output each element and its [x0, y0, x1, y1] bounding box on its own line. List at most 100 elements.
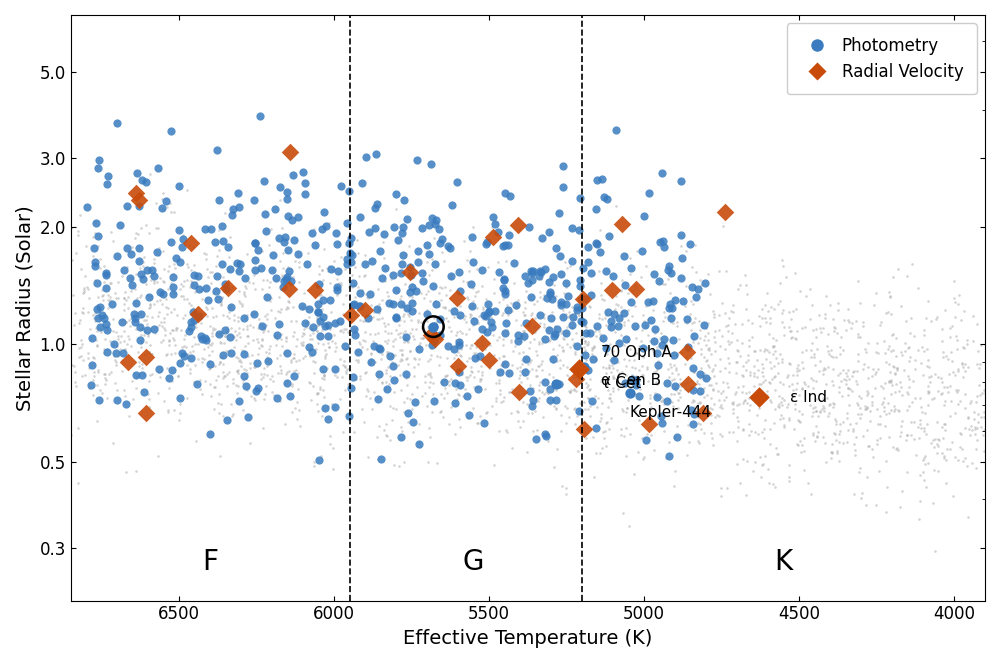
Point: [838, 375, 854, 385]
Point: [703, 349, 719, 359]
Point: [792, 285, 808, 296]
Point: [494, 360, 510, 371]
Point: [373, 353, 389, 364]
Point: [431, 223, 447, 234]
Point: [899, 271, 915, 282]
Point: [149, 322, 165, 333]
Point: [211, 245, 227, 255]
Point: [400, 309, 416, 320]
Point: [707, 345, 723, 356]
Point: [188, 322, 204, 333]
Point: [394, 349, 410, 360]
Point: [272, 182, 288, 192]
Point: [74, 371, 90, 381]
Point: [686, 367, 702, 377]
Point: [656, 333, 672, 344]
Point: [828, 419, 844, 430]
Point: [285, 330, 301, 341]
Point: [150, 162, 166, 173]
Point: [291, 262, 307, 272]
Point: [860, 373, 876, 383]
Point: [233, 361, 249, 371]
Point: [110, 351, 126, 361]
Point: [159, 363, 175, 373]
Point: [946, 292, 962, 303]
Point: [864, 371, 880, 382]
Point: [517, 271, 533, 281]
Point: [653, 328, 669, 338]
Point: [394, 300, 410, 311]
Point: [273, 334, 289, 345]
Point: [742, 369, 758, 380]
Point: [114, 317, 130, 328]
Point: [406, 361, 422, 372]
Point: [878, 408, 894, 419]
Point: [186, 280, 202, 290]
Point: [759, 345, 775, 355]
Point: [608, 125, 624, 135]
Point: [598, 368, 614, 379]
Point: [521, 322, 537, 332]
Point: [421, 249, 437, 259]
Point: [383, 274, 399, 284]
Point: [312, 382, 328, 392]
Point: [576, 361, 592, 372]
Point: [330, 266, 346, 276]
Point: [597, 426, 613, 436]
Point: [309, 326, 325, 336]
Point: [858, 404, 874, 414]
Point: [371, 368, 387, 379]
Point: [968, 397, 984, 408]
Point: [693, 343, 709, 354]
Point: [388, 404, 404, 414]
Point: [53, 308, 69, 319]
Point: [310, 307, 326, 318]
Point: [170, 371, 186, 381]
Point: [925, 498, 941, 509]
Point: [936, 451, 952, 461]
Point: [321, 341, 337, 352]
Point: [681, 437, 697, 448]
Point: [474, 281, 490, 292]
Point: [913, 423, 929, 434]
Point: [938, 477, 954, 488]
Point: [817, 308, 833, 319]
Point: [387, 350, 403, 361]
Point: [626, 285, 642, 296]
Point: [239, 367, 255, 378]
Point: [883, 374, 899, 385]
Point: [386, 460, 402, 471]
Point: [587, 326, 603, 337]
Point: [38, 333, 54, 344]
Point: [873, 381, 889, 391]
Point: [363, 354, 379, 365]
Point: [251, 314, 267, 324]
Point: [551, 208, 567, 218]
Point: [883, 377, 899, 387]
Point: [512, 336, 528, 347]
Point: [397, 278, 413, 289]
Point: [131, 195, 147, 206]
Point: [542, 335, 558, 345]
Point: [901, 400, 917, 411]
Point: [158, 196, 174, 206]
Point: [564, 256, 580, 267]
Point: [426, 233, 442, 243]
Point: [402, 261, 418, 271]
Point: [197, 375, 213, 386]
Point: [880, 306, 896, 317]
Point: [818, 291, 834, 302]
Point: [229, 388, 245, 398]
Point: [770, 368, 786, 379]
Point: [358, 391, 374, 401]
Point: [533, 267, 549, 277]
Point: [310, 320, 326, 330]
Point: [959, 461, 975, 471]
Point: [212, 352, 228, 363]
Point: [842, 418, 858, 429]
Point: [744, 318, 760, 328]
Point: [219, 325, 235, 335]
Point: [874, 398, 890, 409]
Point: [231, 296, 247, 307]
Point: [38, 292, 54, 302]
